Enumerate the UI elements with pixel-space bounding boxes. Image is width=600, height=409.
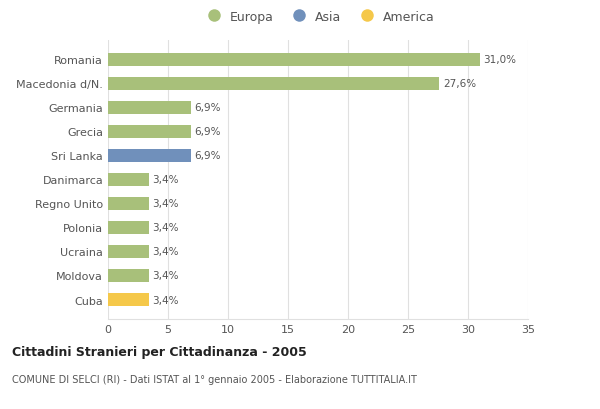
Text: 3,4%: 3,4% xyxy=(152,295,179,305)
Bar xyxy=(108,149,191,163)
Text: 3,4%: 3,4% xyxy=(152,271,179,281)
Text: Cittadini Stranieri per Cittadinanza - 2005: Cittadini Stranieri per Cittadinanza - 2… xyxy=(12,346,307,359)
Text: 3,4%: 3,4% xyxy=(152,199,179,209)
Bar xyxy=(108,269,149,282)
Text: 6,9%: 6,9% xyxy=(194,127,221,137)
Text: COMUNE DI SELCI (RI) - Dati ISTAT al 1° gennaio 2005 - Elaborazione TUTTITALIA.I: COMUNE DI SELCI (RI) - Dati ISTAT al 1° … xyxy=(12,374,417,384)
Bar xyxy=(108,221,149,234)
Text: 6,9%: 6,9% xyxy=(194,103,221,113)
Text: 3,4%: 3,4% xyxy=(152,175,179,185)
Bar xyxy=(108,197,149,211)
Text: 6,9%: 6,9% xyxy=(194,151,221,161)
Bar xyxy=(108,245,149,258)
Bar xyxy=(108,54,480,67)
Text: 3,4%: 3,4% xyxy=(152,247,179,257)
Legend: Europa, Asia, America: Europa, Asia, America xyxy=(202,11,434,24)
Bar xyxy=(108,126,191,139)
Text: 27,6%: 27,6% xyxy=(443,79,476,89)
Text: 3,4%: 3,4% xyxy=(152,223,179,233)
Bar xyxy=(108,293,149,306)
Bar xyxy=(108,173,149,187)
Bar xyxy=(108,78,439,91)
Bar xyxy=(108,101,191,115)
Text: 31,0%: 31,0% xyxy=(484,55,517,65)
